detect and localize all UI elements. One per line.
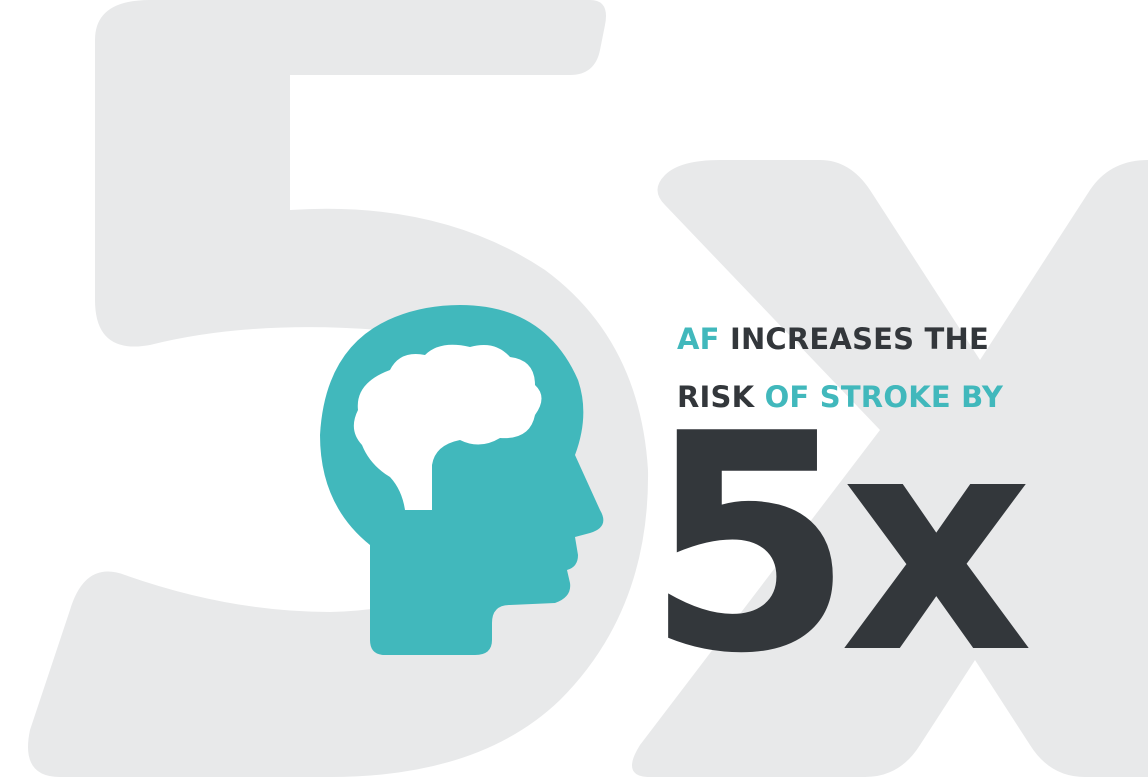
- headline-line-1: AF INCREASES THE: [677, 310, 1117, 368]
- headline-af: AF: [677, 322, 720, 356]
- multiplier-value: 5x: [645, 370, 1033, 719]
- headline-risk: RISK: [677, 380, 755, 414]
- head-with-brain-icon: [320, 305, 604, 655]
- headline: AF INCREASES THE RISK OF STROKE BY: [677, 310, 1117, 426]
- headline-line-2: RISK OF STROKE BY: [677, 368, 1117, 426]
- headline-increases-the: INCREASES THE: [719, 322, 990, 356]
- brain-shape: [353, 344, 542, 510]
- headline-of-stroke-by: OF STROKE BY: [754, 380, 1004, 414]
- background-x-shape: [632, 160, 1148, 777]
